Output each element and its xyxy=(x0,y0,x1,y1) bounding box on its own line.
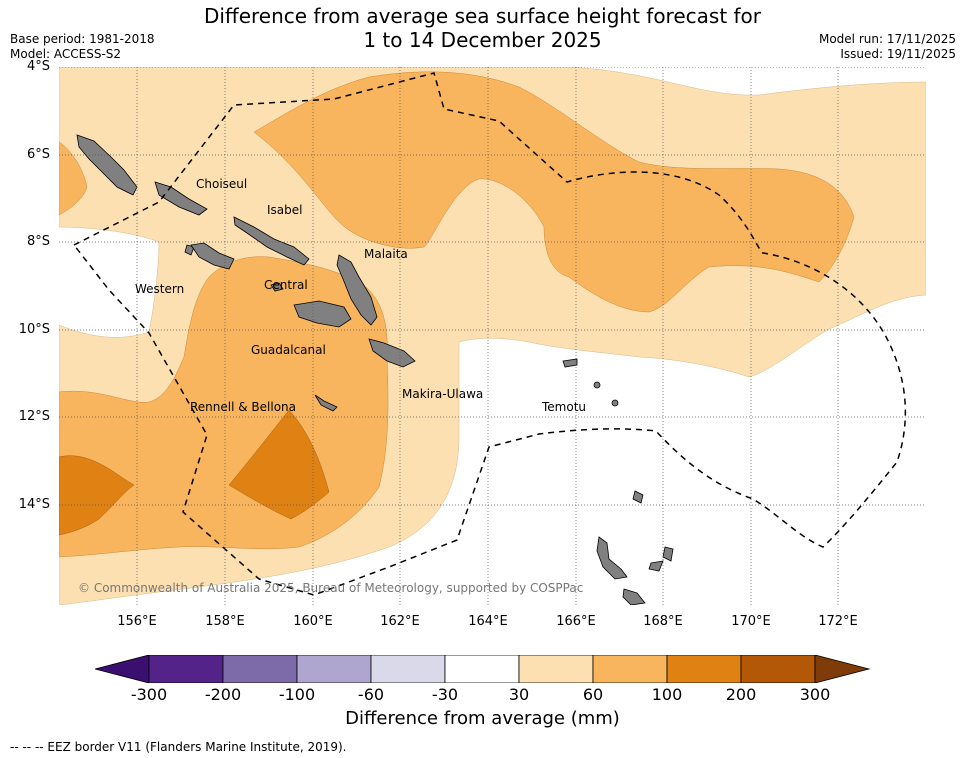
colorbar-tick-200: 200 xyxy=(725,685,757,704)
colorbar-cell xyxy=(222,655,298,683)
lon-label-172e: 172°E xyxy=(818,614,858,629)
colorbar-tick-300: 300 xyxy=(799,685,831,704)
region-label-isabel: Isabel xyxy=(267,203,303,217)
colorbar-tick-minus-100: -100 xyxy=(278,685,316,704)
island-rennell xyxy=(314,394,338,412)
eez-footnote: -- -- -- EEZ border V11 (Flanders Marine… xyxy=(10,740,347,754)
base-period: Base period: 1981-2018 xyxy=(10,32,155,46)
issued-date: Issued: 19/11/2025 xyxy=(840,47,956,61)
title-line-2: 1 to 14 December 2025 xyxy=(363,28,602,52)
island-temotu-3 xyxy=(611,399,619,407)
meta-left: Base period: 1981-2018 Model: ACCESS-S2 xyxy=(10,32,155,62)
contour-100-200-west xyxy=(59,455,135,536)
region-label-makira-ulawa: Makira-Ulawa xyxy=(402,387,484,401)
colorbar-cell xyxy=(370,655,446,683)
contour-60-100-west xyxy=(59,141,88,216)
region-label-temotu: Temotu xyxy=(542,400,587,414)
colorbar-cell xyxy=(296,655,372,683)
lon-label-160e: 160°E xyxy=(293,614,333,629)
colorbar-tick-minus-300: -300 xyxy=(130,685,168,704)
model-name: Model: ACCESS-S2 xyxy=(10,47,122,61)
lat-label-14s: 14°S xyxy=(18,497,50,512)
island-temotu-1 xyxy=(562,358,578,368)
colorbar-tick-30: 30 xyxy=(508,685,530,704)
lat-label-6s: 6°S xyxy=(26,147,50,162)
region-label-western: Western xyxy=(135,282,185,296)
lon-label-170e: 170°E xyxy=(731,614,771,629)
lon-label-156e: 156°E xyxy=(117,614,157,629)
copyright-notice: © Commonwealth of Australia 2025, Bureau… xyxy=(78,581,584,595)
lon-label-168e: 168°E xyxy=(643,614,683,629)
lat-label-12s: 12°S xyxy=(18,409,50,424)
colorbar-cell xyxy=(148,655,224,683)
eez-border xyxy=(72,72,907,596)
island-vanuatu-1 xyxy=(596,536,628,580)
colorbar xyxy=(95,655,871,683)
lat-label-8s: 8°S xyxy=(26,234,50,249)
island-vanuatu-5 xyxy=(632,490,644,504)
island-vanuatu-2 xyxy=(622,588,646,605)
lat-label-4s: 4°S xyxy=(26,59,50,74)
island-vanuatu-4 xyxy=(662,546,674,562)
map-title: Difference from average sea surface heig… xyxy=(0,4,965,52)
colorbar-cell xyxy=(518,655,594,683)
island-western-2 xyxy=(190,242,235,270)
island-central xyxy=(270,282,284,292)
gridlines xyxy=(59,67,926,605)
title-line-1: Difference from average sea surface heig… xyxy=(203,4,762,28)
island-temotu-2 xyxy=(593,381,601,389)
colorbar-cell xyxy=(666,655,742,683)
region-label-choiseul: Choiseul xyxy=(196,177,248,191)
colorbar-tick-minus-60: -60 xyxy=(357,685,385,704)
lat-label-10s: 10°S xyxy=(18,322,50,337)
lon-label-158e: 158°E xyxy=(205,614,245,629)
region-label-guadalcanal: Guadalcanal xyxy=(251,343,326,357)
contour-60-100-east xyxy=(253,71,855,313)
colorbar-arrow-high xyxy=(814,655,871,683)
island-isabel xyxy=(233,216,310,266)
colorbar-tick-minus-200: -200 xyxy=(204,685,242,704)
colorbar-cell xyxy=(740,655,816,683)
region-label-malaita: Malaita xyxy=(364,247,408,261)
colorbar-title: Difference from average (mm) xyxy=(345,708,620,729)
contour-100-200-central xyxy=(228,409,330,520)
island-vanuatu-3 xyxy=(648,560,664,572)
land-masses xyxy=(76,134,674,605)
region-label-central: Central xyxy=(264,278,308,292)
island-makira xyxy=(368,338,416,368)
island-malaita xyxy=(336,254,378,326)
map-panel xyxy=(59,67,926,605)
colorbar-tick-minus-30: -30 xyxy=(431,685,459,704)
lon-label-162e: 162°E xyxy=(380,614,420,629)
colorbar-cell xyxy=(444,655,520,683)
colorbar-tick-60: 60 xyxy=(582,685,604,704)
island-choiseul xyxy=(76,134,138,196)
lon-label-164e: 164°E xyxy=(468,614,508,629)
region-label-rennell-bellona: Rennell & Bellona xyxy=(190,400,297,414)
island-guadalcanal xyxy=(293,300,352,328)
lon-label-166e: 166°E xyxy=(556,614,596,629)
model-run: Model run: 17/11/2025 xyxy=(818,32,956,46)
colorbar-cell xyxy=(592,655,668,683)
colorbar-arrow-low xyxy=(95,655,150,683)
colorbar-tick-100: 100 xyxy=(651,685,683,704)
meta-right: Model run: 17/11/2025 Issued: 19/11/2025 xyxy=(819,32,956,62)
